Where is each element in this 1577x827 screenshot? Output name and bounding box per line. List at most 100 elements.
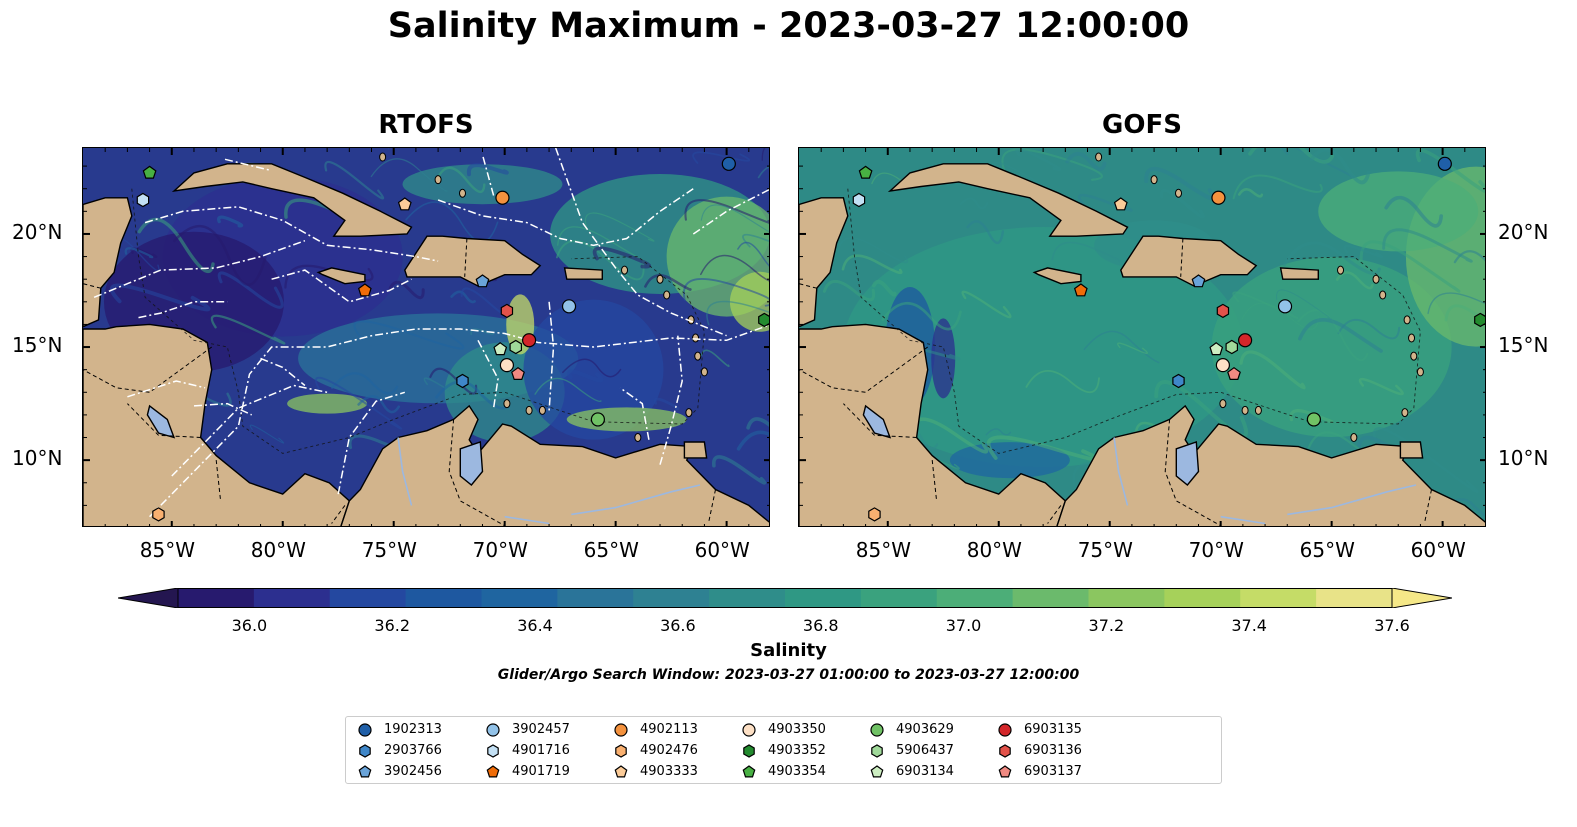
float-marker-3902457[interactable] [561,299,577,314]
float-marker-4903352[interactable] [758,312,770,328]
legend-marker-shape[interactable] [486,765,500,778]
map-canvas-gofs[interactable] [799,148,1486,527]
legend-marker-shape[interactable] [871,744,883,758]
float-marker-4903352[interactable] [1474,312,1486,328]
legend-marker-2903766 [359,744,371,758]
land-hispaniola [1120,235,1258,287]
float-marker-2903766[interactable] [456,373,469,389]
legend-label: 5906437 [896,743,954,758]
legend-marker-shape[interactable] [998,765,1012,778]
land-nicaraguaLake [146,404,176,439]
float-marker-6903135[interactable] [1237,333,1253,348]
float-marker-4902476[interactable] [868,507,881,522]
float-marker-6903135[interactable] [521,333,537,348]
legend-marker-shape[interactable] [358,765,372,778]
float-marker-4903350[interactable] [499,358,514,373]
colorbar-tick-label: 37.4 [1231,616,1267,635]
float-marker-4901719[interactable] [357,283,372,297]
legend-marker-shape[interactable] [487,744,499,758]
map-canvas-rtofs[interactable] [83,148,770,527]
float-marker-6903136[interactable] [1216,303,1230,319]
float-marker-4901716[interactable] [136,192,150,208]
legend-marker-shape[interactable] [614,765,628,778]
figure-title: Salinity Maximum - 2023-03-27 12:00:00 [387,6,1190,46]
float-marker-4901716[interactable] [852,192,866,208]
float-marker-6903137[interactable] [511,366,525,380]
float-marker-5906437[interactable] [1225,339,1238,355]
float-marker-3902456[interactable] [475,274,490,288]
legend-label: 6903136 [1024,743,1082,758]
float-marker-1902313[interactable] [1437,156,1452,171]
lon-tick-label: 75°W [1077,538,1133,562]
legend-marker-shape[interactable] [615,744,627,758]
legend-marker-4901716 [487,744,499,758]
legend-label: 4901719 [512,764,570,779]
colorbar-tick-label: 36.2 [374,616,411,635]
land-yucatan [83,197,133,328]
legend-label: 4903333 [640,764,698,779]
colorbar [117,587,1453,609]
lon-tick-label: 70°W [1188,538,1244,562]
map-gofs[interactable] [798,147,1486,527]
float-marker-6903137[interactable] [1227,366,1241,380]
legend-label: 4903354 [768,764,826,779]
lon-tick-label: 65°W [583,538,639,562]
colorbar-tick-label: 36.8 [802,616,839,635]
legend-marker-3902457 [486,723,500,737]
float-marker-4903354[interactable] [858,165,873,179]
legend-marker-shape[interactable] [870,765,884,778]
float-marker-4902113[interactable] [1211,190,1226,205]
legend-marker-shape[interactable] [614,723,628,737]
float-marker-4901719[interactable] [1073,283,1088,297]
legend-label: 4901716 [512,743,570,758]
lat-tick-label: 10°N [12,446,63,471]
float-marker-4903354[interactable] [142,165,157,179]
float-marker-1902313[interactable] [721,156,736,171]
legend-label: 6903137 [1024,764,1082,779]
legend-marker-shape[interactable] [870,723,884,737]
land-nicaraguaLake [862,404,892,439]
legend-label: 4902476 [640,743,698,758]
legend-marker-shape[interactable] [486,723,500,737]
float-marker-4903350[interactable] [1215,358,1230,373]
float-marker-4902113[interactable] [495,190,510,205]
land-trinidad [683,441,708,459]
lon-tick-label: 85°W [855,538,911,562]
lat-tick-label: 15°N [1498,333,1549,358]
land-trinidad [1399,441,1424,459]
float-marker-5906437[interactable] [509,339,522,355]
map-rtofs[interactable] [82,147,770,527]
land-maracaibo [1175,441,1200,486]
legend-marker-shape[interactable] [742,765,756,778]
lon-tick-label: 60°W [694,538,750,562]
float-marker-4903333[interactable] [397,197,412,211]
float-marker-6903134[interactable] [493,342,508,356]
colorbar-tick-label: 37.6 [1374,616,1410,635]
legend-marker-shape[interactable] [743,744,755,758]
lat-tick-label: 20°N [12,219,63,244]
legend-marker-4903629 [870,723,884,737]
legend-marker-shape[interactable] [742,723,756,737]
legend-marker-shape[interactable] [998,723,1012,737]
legend-marker-shape[interactable] [359,744,371,758]
legend-marker-shape[interactable] [358,723,372,737]
float-marker-6903136[interactable] [500,303,514,319]
legend-marker-4903350 [742,723,756,737]
float-marker-4902476[interactable] [152,507,165,522]
legend-marker-shape[interactable] [999,744,1011,758]
float-marker-3902457[interactable] [1277,299,1293,314]
legend-marker-4903333 [614,765,628,778]
float-marker-3902456[interactable] [1191,274,1206,288]
float-marker-6903134[interactable] [1209,342,1224,356]
legend-label: 6903134 [896,764,954,779]
float-marker-4903629[interactable] [1306,412,1321,427]
land-cuba [171,163,413,237]
legend-label: 4903350 [768,722,826,737]
float-marker-4903333[interactable] [1113,197,1128,211]
land-cuba [887,163,1129,237]
float-marker-4903629[interactable] [590,412,605,427]
colorbar-tick-label: 37.0 [945,616,982,635]
float-marker-2903766[interactable] [1172,373,1185,389]
lon-tick-label: 85°W [139,538,195,562]
lon-tick-label: 75°W [361,538,417,562]
